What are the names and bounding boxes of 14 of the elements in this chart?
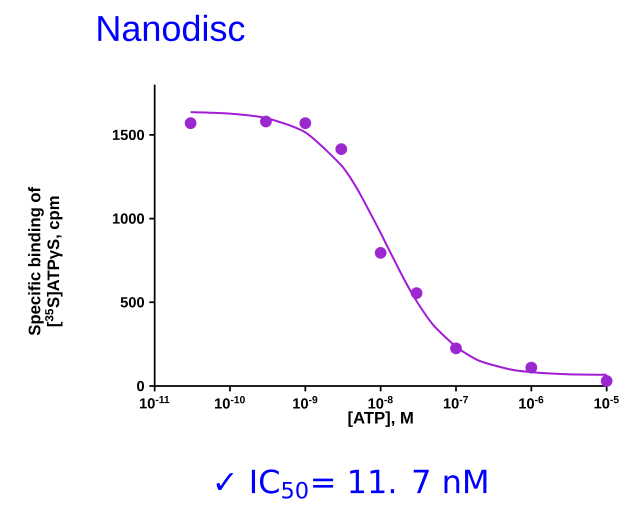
chart-title: Nanodisc xyxy=(98,14,244,42)
y-tick-label: 1000 xyxy=(112,213,144,224)
x-tick-label: 10$^{-6}$ xyxy=(519,396,544,409)
x-tick-label: 10$^{-10}$ xyxy=(215,396,245,409)
x-tick-label: 10$^{-8}$ xyxy=(368,396,393,409)
y-tick-label: 1500 xyxy=(112,130,144,140)
x-tick-label: 10$^{-5}$ xyxy=(594,396,619,409)
x-tick-label: 10$^{-11}$ xyxy=(140,396,170,409)
x-axis-title: [ATP], M xyxy=(348,411,413,427)
y-tick-label: 0 xyxy=(137,380,144,392)
x-tick-label: 10$^{-9}$ xyxy=(293,396,318,409)
x-tick-label: 10$^{-7}$ xyxy=(444,396,468,409)
text: ✓ IC$_{50}$= 11. 7 nM xyxy=(216,469,486,499)
y-tick-label: 500 xyxy=(120,297,144,308)
